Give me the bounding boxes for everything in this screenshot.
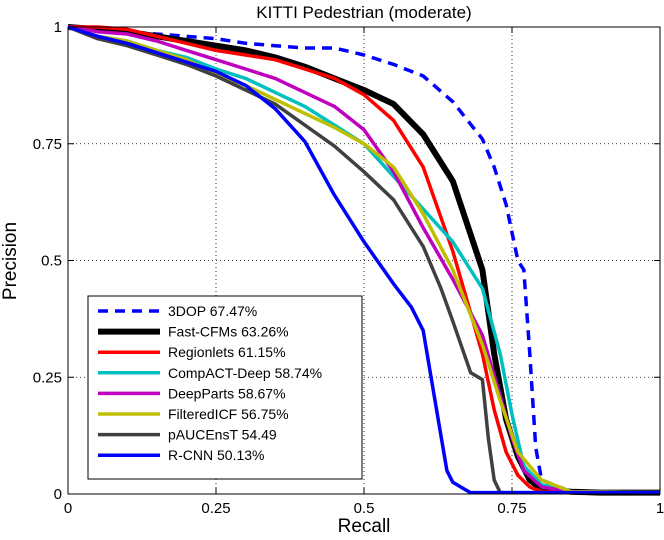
- legend-box: [87, 295, 363, 480]
- legend-label-compact-deep-58-74: CompACT-Deep 58.74%: [168, 365, 322, 381]
- series-line-r-cnn-50-13: [67, 25, 660, 495]
- y-tick-label: 0.5: [41, 253, 62, 270]
- series-line-deepparts-58-67: [67, 25, 661, 495]
- y-tick-label: 0.75: [33, 136, 62, 153]
- x-tick-label: 0: [64, 500, 72, 517]
- legend-label-filteredicf-56-75: FilteredICF 56.75%: [168, 406, 289, 422]
- x-tick-label: 0.25: [201, 500, 230, 517]
- legend-label-3dop-67-47: 3DOP 67.47%: [168, 303, 257, 319]
- y-tick-label: 0.25: [33, 369, 62, 386]
- series-line-paucenst-54-49: [67, 25, 660, 495]
- y-tick-label: 0: [54, 486, 62, 503]
- y-axis-label: Precision: [0, 222, 21, 300]
- legend-label-r-cnn-50-13: R-CNN 50.13%: [168, 447, 264, 463]
- chart-title: KITTI Pedestrian (moderate): [256, 3, 471, 22]
- legend-label-fast-cfms-63-26: Fast-CFMs 63.26%: [168, 324, 289, 340]
- legend-label-deepparts-58-67: DeepParts 58.67%: [168, 385, 286, 401]
- x-tick-label: 1: [656, 500, 664, 517]
- series-line-regionlets-61-15: [68, 25, 660, 495]
- legend-label-regionlets-61-15: Regionlets 61.15%: [168, 344, 286, 360]
- legend: 3DOP 67.47% Fast-CFMs 63.26% Regionlets 61…: [87, 295, 363, 480]
- axes: 0 0.25 0.5 0.75 1 0 0.25 0.5 0.75 1: [33, 19, 664, 517]
- series-line-3dop-67-47: [67, 25, 660, 495]
- legend-label-paucenst-54-49: pAUCEnsT 54.49: [168, 427, 277, 443]
- series-line-filteredicf-56-75: [67, 25, 661, 495]
- x-axis-label: Recall: [338, 516, 391, 537]
- x-tick-label: 0.75: [497, 500, 526, 517]
- x-tick-label: 0.5: [354, 500, 375, 517]
- series-lines: [67, 24, 661, 496]
- y-tick-label: 1: [54, 19, 62, 36]
